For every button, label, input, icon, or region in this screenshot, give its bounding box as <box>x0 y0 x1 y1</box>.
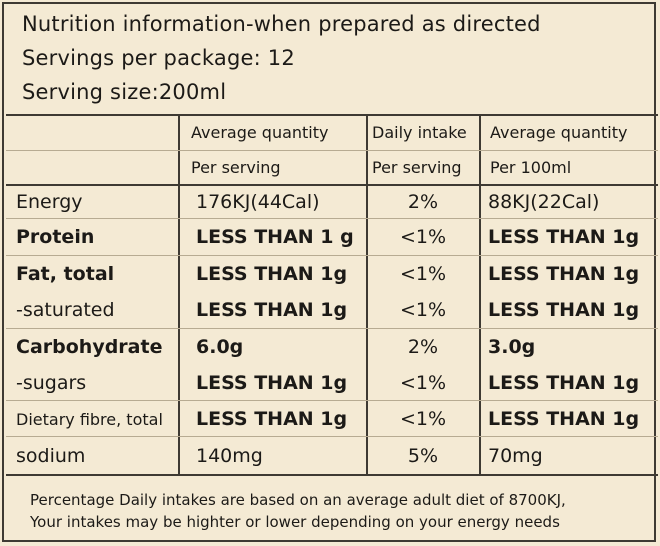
row-label: Energy <box>16 191 83 213</box>
column-divider <box>178 116 180 476</box>
column-subheader: Per serving <box>372 158 462 177</box>
daily-intake-value: <1% <box>399 263 447 285</box>
row-divider <box>6 400 658 401</box>
column-header: Average quantity <box>490 123 628 142</box>
row-label: Dietary fibre, total <box>16 410 163 429</box>
row-divider <box>6 436 658 437</box>
table-bottom-divider <box>6 474 658 476</box>
row-divider <box>6 255 658 256</box>
row-label: sodium <box>16 445 86 467</box>
per-100ml-value: LESS THAN 1g <box>488 226 640 248</box>
daily-intake-value: <1% <box>399 226 447 248</box>
row-label: Carbohydrate <box>16 336 163 358</box>
row-label: -sugars <box>16 372 87 394</box>
daily-intake-value: 5% <box>407 445 439 467</box>
header-divider <box>6 114 658 116</box>
per-100ml-value: LESS THAN 1g <box>488 372 640 394</box>
per-serving-value: 6.0g <box>196 336 244 358</box>
column-header-divider <box>6 184 658 186</box>
column-divider <box>366 116 368 476</box>
column-subheader: Per serving <box>191 158 281 177</box>
row-label: Fat, total <box>16 263 115 285</box>
footnote-line: Percentage Daily intakes are based on an… <box>30 491 566 509</box>
serving-size: Serving size:200ml <box>22 80 227 104</box>
daily-intake-value: 2% <box>407 191 439 213</box>
per-serving-value: LESS THAN 1 g <box>196 226 354 248</box>
per-serving-value: 140mg <box>196 445 263 467</box>
row-divider <box>6 150 658 151</box>
row-label: Protein <box>16 226 95 248</box>
daily-intake-value: <1% <box>399 299 447 321</box>
daily-intake-value: <1% <box>399 408 447 430</box>
column-header: Daily intake <box>372 123 467 142</box>
daily-intake-value: <1% <box>399 372 447 394</box>
row-label: -saturated <box>16 299 115 321</box>
footnote: Percentage Daily intakes are based on an… <box>30 489 566 533</box>
column-subheader: Per 100ml <box>490 158 572 177</box>
row-divider <box>6 328 658 329</box>
servings-per-package: Servings per package: 12 <box>22 46 295 70</box>
column-header: Average quantity <box>191 123 329 142</box>
per-100ml-value: 88KJ(22Cal) <box>488 191 600 213</box>
panel-title: Nutrition information-when prepared as d… <box>22 12 541 36</box>
per-serving-value: LESS THAN 1g <box>196 372 348 394</box>
daily-intake-value: 2% <box>407 336 439 358</box>
per-100ml-value: LESS THAN 1g <box>488 299 640 321</box>
column-divider <box>479 116 481 476</box>
per-100ml-value: LESS THAN 1g <box>488 408 640 430</box>
per-100ml-value: 70mg <box>488 445 543 467</box>
row-divider <box>6 218 658 219</box>
per-serving-value: LESS THAN 1g <box>196 408 348 430</box>
per-serving-value: LESS THAN 1g <box>196 263 348 285</box>
per-serving-value: LESS THAN 1g <box>196 299 348 321</box>
per-serving-value: 176KJ(44Cal) <box>196 191 320 213</box>
footnote-line: Your intakes may be highter or lower dep… <box>30 513 560 531</box>
per-100ml-value: LESS THAN 1g <box>488 263 640 285</box>
per-100ml-value: 3.0g <box>488 336 536 358</box>
